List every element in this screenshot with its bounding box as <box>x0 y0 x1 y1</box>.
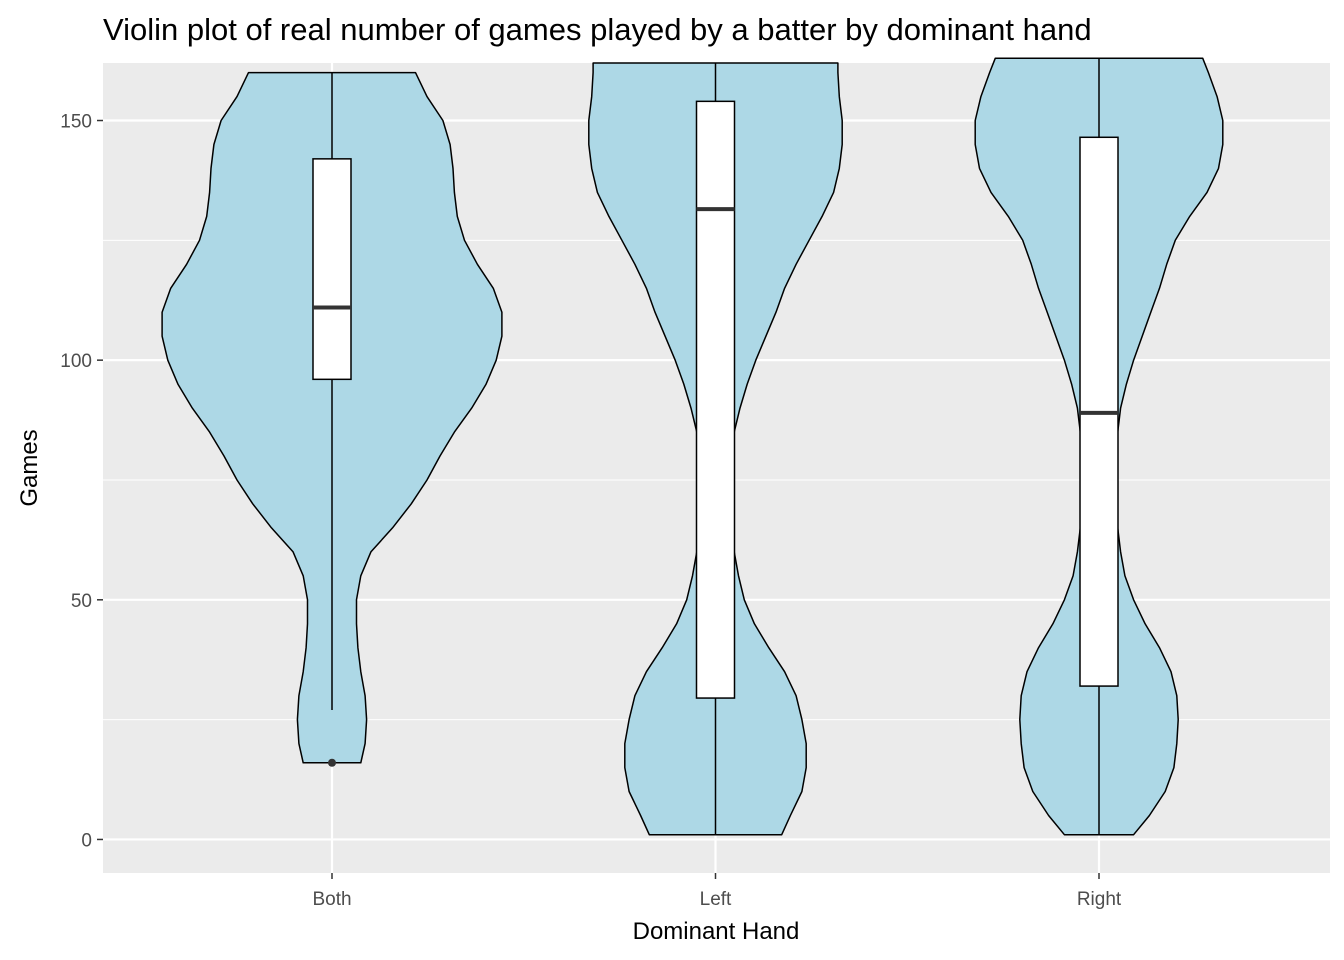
y-axis-title: Games <box>16 429 43 506</box>
box <box>695 100 736 699</box>
y-tick-label: 100 <box>60 351 92 372</box>
x-tick-label: Both <box>312 889 351 910</box>
chart-title: Violin plot of real number of games play… <box>103 12 1092 47</box>
violin-right <box>974 57 1224 836</box>
violin-both <box>161 71 503 767</box>
x-tick-label: Right <box>1077 889 1122 910</box>
y-tick-label: 150 <box>60 112 92 133</box>
x-axis-title: Dominant Hand <box>633 918 800 945</box>
y-tick-label: 50 <box>71 591 92 612</box>
violin-left <box>588 62 843 836</box>
x-axis: Both Left Right <box>312 873 1122 910</box>
box <box>312 158 352 381</box>
y-axis: 0 50 100 150 <box>60 112 103 851</box>
outlier-point <box>328 758 336 767</box>
x-tick-label: Left <box>700 889 732 910</box>
violins <box>161 57 1224 836</box>
y-tick-label: 0 <box>81 830 92 851</box>
